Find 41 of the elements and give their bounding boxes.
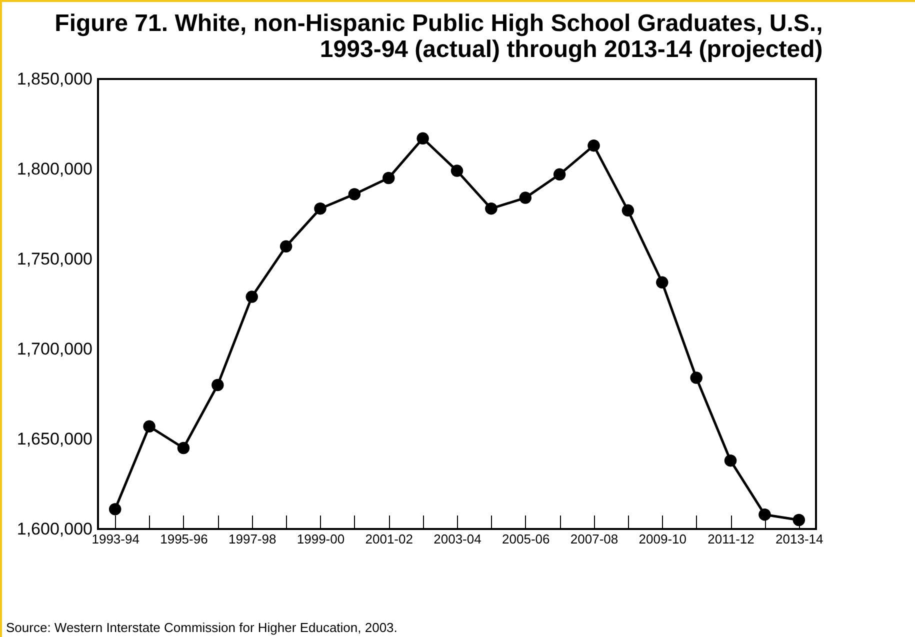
x-tick-label: 2011-12	[708, 532, 754, 546]
point	[450, 164, 464, 177]
point	[314, 202, 326, 215]
point	[656, 276, 668, 289]
point	[553, 168, 566, 181]
point	[382, 172, 395, 184]
y-tick-label: 1,600,000	[16, 520, 92, 538]
y-tick-label: 1,800,000	[16, 160, 92, 178]
x-tick-label: 1995-96	[160, 532, 208, 546]
point	[143, 420, 156, 433]
x-tick-label: 2001-02	[365, 532, 413, 546]
x-tick-label: 1997-98	[228, 532, 276, 546]
x-tick-label: 2007-08	[570, 532, 618, 546]
text: 1993-94 (actual) through 2013-14 (projected)	[320, 36, 823, 63]
x-tick-label: 1993-94	[92, 532, 140, 546]
point	[280, 240, 292, 253]
x-tick-label: 2005-06	[502, 532, 550, 546]
y-tick-label: 1,750,000	[16, 250, 92, 268]
x-tick-label: 2013-14	[776, 532, 824, 546]
source-note: Source: Western Interstate Commission for Higher Education, 2003.	[6, 620, 398, 635]
point	[108, 503, 122, 516]
point	[246, 290, 258, 303]
point	[212, 378, 224, 392]
text: Figure 71. White, non-Hispanic Public High School Graduates, U.S.,	[54, 10, 823, 37]
point	[519, 192, 532, 204]
point	[724, 454, 737, 467]
point	[622, 204, 634, 217]
x-tick-label: 2003-04	[434, 532, 482, 546]
point	[348, 188, 361, 200]
x-tick-label: 2009-10	[638, 532, 686, 546]
point	[588, 139, 600, 152]
point	[177, 442, 190, 454]
point	[690, 372, 702, 384]
point	[416, 132, 429, 145]
y-tick-label: 1,850,000	[16, 70, 92, 88]
x-tick-label: 1999-00	[296, 532, 345, 546]
y-tick-label: 1,700,000	[16, 340, 92, 358]
point	[792, 514, 806, 526]
point	[758, 508, 771, 521]
y-tick-label: 1,650,000	[16, 430, 92, 448]
point	[485, 202, 498, 215]
